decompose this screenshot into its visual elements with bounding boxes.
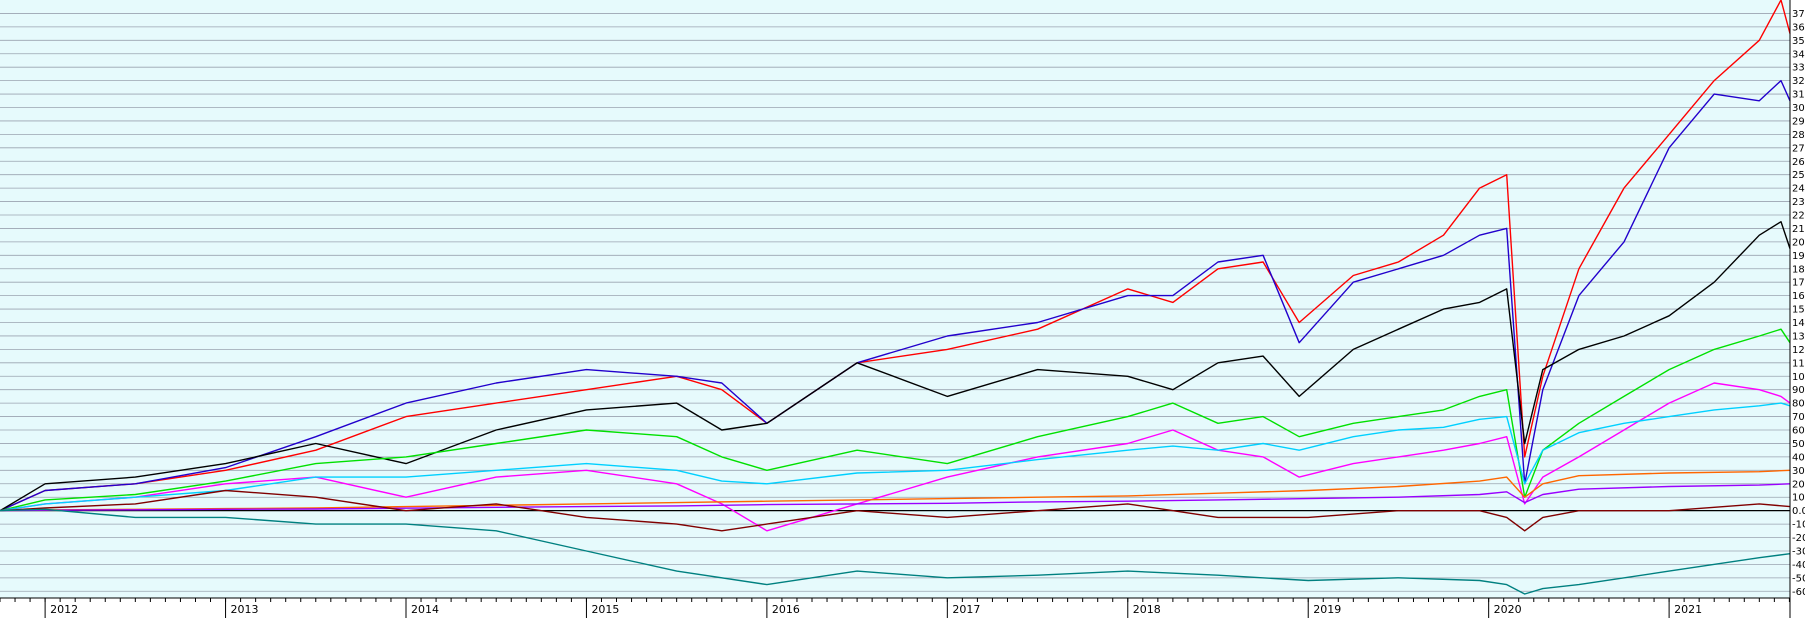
y-tick-label: 110.0%: [1792, 358, 1805, 369]
y-tick-label: 250.0%: [1792, 170, 1805, 181]
y-tick-label: 340.0%: [1792, 49, 1805, 60]
y-tick-label: 30.0%: [1792, 466, 1805, 477]
series-line-4: [0, 328, 1791, 512]
y-tick-label: 70.0%: [1792, 412, 1805, 423]
x-tick-label: 2017: [952, 603, 980, 616]
y-tick-label: -60.0%: [1792, 587, 1805, 598]
y-tick-label: 300.0%: [1792, 103, 1805, 114]
y-tick-label: 130.0%: [1792, 331, 1805, 342]
y-tick-label: 320.0%: [1792, 76, 1805, 87]
y-tick-label: 120.0%: [1792, 345, 1805, 356]
y-tick-label: 40.0%: [1792, 452, 1805, 463]
x-tick-label: 2020: [1494, 603, 1522, 616]
x-tick-label: 2016: [772, 603, 800, 616]
series-line-9: [0, 489, 1791, 532]
y-tick-label: 90.0%: [1792, 385, 1805, 396]
y-tick-label: 10.0%: [1792, 493, 1805, 504]
series-line-7: [0, 469, 1791, 512]
series-line-8: [0, 483, 1791, 512]
plot-background: [0, 0, 1790, 598]
series-line-2: [0, 79, 1791, 512]
y-tick-label: 290.0%: [1792, 116, 1805, 127]
y-tick-label: 170.0%: [1792, 278, 1805, 289]
x-tick-label: 2015: [591, 603, 619, 616]
y-tick-label: 210.0%: [1792, 224, 1805, 235]
y-tick-label: 190.0%: [1792, 251, 1805, 262]
y-tick-label: 160.0%: [1792, 291, 1805, 302]
y-tick-label: -30.0%: [1792, 546, 1805, 557]
y-tick-label: 280.0%: [1792, 130, 1805, 141]
y-tick-label: 100.0%: [1792, 372, 1805, 383]
y-tick-label: 310.0%: [1792, 90, 1805, 101]
x-tick-label: 2012: [50, 603, 78, 616]
x-tick-label: 2013: [231, 603, 259, 616]
y-tick-label: -50.0%: [1792, 573, 1805, 584]
y-tick-label: 200.0%: [1792, 237, 1805, 248]
y-tick-label: 150.0%: [1792, 305, 1805, 316]
y-tick-label: 330.0%: [1792, 63, 1805, 74]
y-tick-label: 180.0%: [1792, 264, 1805, 275]
y-tick-label: 140.0%: [1792, 318, 1805, 329]
y-tick-labels: 370.0% 360.0% 350.0% 340.0% 330.0% 320.0% 310.…: [1792, 9, 1805, 598]
y-tick-label: -20.0%: [1792, 533, 1805, 544]
series-line-6: [0, 402, 1791, 512]
y-tick-label: 260.0%: [1792, 157, 1805, 168]
series-line-10: [0, 508, 1791, 595]
x-tick-labels: 2012 2013 2014 2015 2016 2017 2018 2019 2020 2021: [50, 603, 1702, 616]
y-tick-label: 20.0%: [1792, 479, 1805, 490]
y-tick-label: 0.0%: [1792, 506, 1805, 517]
grid-lines: [0, 13, 1790, 592]
y-tick-label: 240.0%: [1792, 184, 1805, 195]
x-tick-label: 2014: [411, 603, 439, 616]
y-tick-label: 230.0%: [1792, 197, 1805, 208]
x-tick-label: 2018: [1133, 603, 1161, 616]
y-tick-label: -10.0%: [1792, 520, 1805, 531]
y-tick-label: 50.0%: [1792, 439, 1805, 450]
y-tick-label: 80.0%: [1792, 399, 1805, 410]
y-tick-label: 60.0%: [1792, 426, 1805, 437]
x-tick-label: 2021: [1674, 603, 1702, 616]
y-tick-label: 220.0%: [1792, 211, 1805, 222]
y-tick-label: 370.0%: [1792, 9, 1805, 20]
series-lines: [0, 0, 1791, 595]
x-tick-label: 2019: [1313, 603, 1341, 616]
y-tick-label: 350.0%: [1792, 36, 1805, 47]
series-line-1: [0, 0, 1791, 512]
y-tick-label: 270.0%: [1792, 143, 1805, 154]
y-tick-label: 360.0%: [1792, 22, 1805, 33]
y-tick-label: -40.0%: [1792, 560, 1805, 571]
